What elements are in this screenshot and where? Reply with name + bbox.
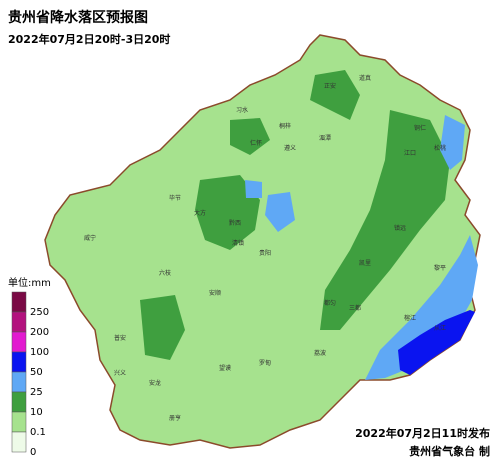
- legend-swatch: [11, 291, 27, 313]
- legend: 250 200 100 50 25 10 0.1 0: [11, 291, 49, 458]
- city-label: 铜仁: [414, 124, 426, 132]
- heavy-rain-area: [230, 118, 270, 155]
- legend-swatch: [11, 311, 27, 333]
- city-label: 六枝: [159, 269, 171, 277]
- legend-label: 50: [30, 367, 43, 378]
- city-label: 遵义: [284, 144, 296, 152]
- agency: 贵州省气象台 制: [409, 444, 490, 458]
- legend-swatch: [11, 411, 27, 433]
- subtitle: 2022年07月2日20时-3日20时: [8, 32, 170, 46]
- city-label: 安顺: [209, 289, 221, 297]
- legend-swatch: [11, 391, 27, 413]
- city-label: 黔西: [229, 219, 241, 227]
- city-label: 凯里: [359, 259, 371, 267]
- city-label: 正安: [324, 82, 336, 90]
- city-label: 从江: [434, 325, 446, 332]
- storm-area: [265, 192, 295, 232]
- city-label: 大方: [194, 209, 206, 217]
- province-map: [44, 34, 481, 449]
- legend-label: 25: [30, 387, 43, 398]
- city-label: 清镇: [232, 239, 244, 247]
- title: 贵州省降水落区预报图: [8, 9, 148, 26]
- legend-swatch: [11, 371, 27, 393]
- heavy-rain-area: [320, 110, 450, 330]
- city-label: 荔波: [314, 349, 326, 357]
- city-label: 毕节: [169, 194, 181, 202]
- issue-time: 2022年07月2日11时发布: [355, 426, 490, 440]
- city-label: 罗甸: [259, 359, 271, 367]
- storm-area: [365, 235, 478, 380]
- legend-swatch: [11, 431, 27, 453]
- city-label: 册亨: [169, 414, 181, 422]
- city-label: 榕江: [404, 314, 416, 322]
- legend-label: 200: [30, 327, 49, 338]
- legend-label: 0.1: [30, 427, 46, 438]
- city-label: 仁怀: [250, 139, 262, 147]
- city-label: 道真: [359, 74, 371, 82]
- city-label: 都匀: [324, 299, 336, 307]
- heavy-rain-area: [310, 70, 360, 120]
- city-label: 威宁: [84, 234, 96, 242]
- heavy-rain-area: [140, 295, 185, 360]
- city-label: 安龙: [149, 379, 161, 387]
- legend-swatch: [11, 351, 27, 373]
- legend-label: 10: [30, 407, 43, 418]
- legend-label: 250: [30, 307, 49, 318]
- legend-label: 0: [30, 447, 36, 458]
- city-label: 湄潭: [319, 134, 331, 142]
- storm-area: [440, 115, 465, 170]
- city-label: 桐梓: [279, 122, 291, 130]
- city-label: 黎平: [434, 264, 446, 272]
- city-label: 习水: [236, 106, 248, 114]
- legend-unit: 单位:mm: [8, 276, 51, 289]
- city-label: 兴义: [114, 369, 126, 377]
- legend-swatch: [11, 331, 27, 353]
- city-label: 江口: [404, 150, 416, 157]
- city-label: 望谟: [219, 364, 231, 372]
- city-label: 镇远: [394, 224, 406, 232]
- city-label: 贵阳: [259, 249, 271, 257]
- city-label: 普安: [114, 334, 126, 342]
- heavy-rain-area: [195, 175, 260, 250]
- storm-area: [245, 180, 262, 198]
- heavy-storm-area: [398, 310, 475, 375]
- city-label: 三都: [349, 304, 361, 312]
- city-label: 松桃: [434, 144, 446, 152]
- legend-label: 100: [30, 347, 49, 358]
- province-base: [44, 34, 481, 449]
